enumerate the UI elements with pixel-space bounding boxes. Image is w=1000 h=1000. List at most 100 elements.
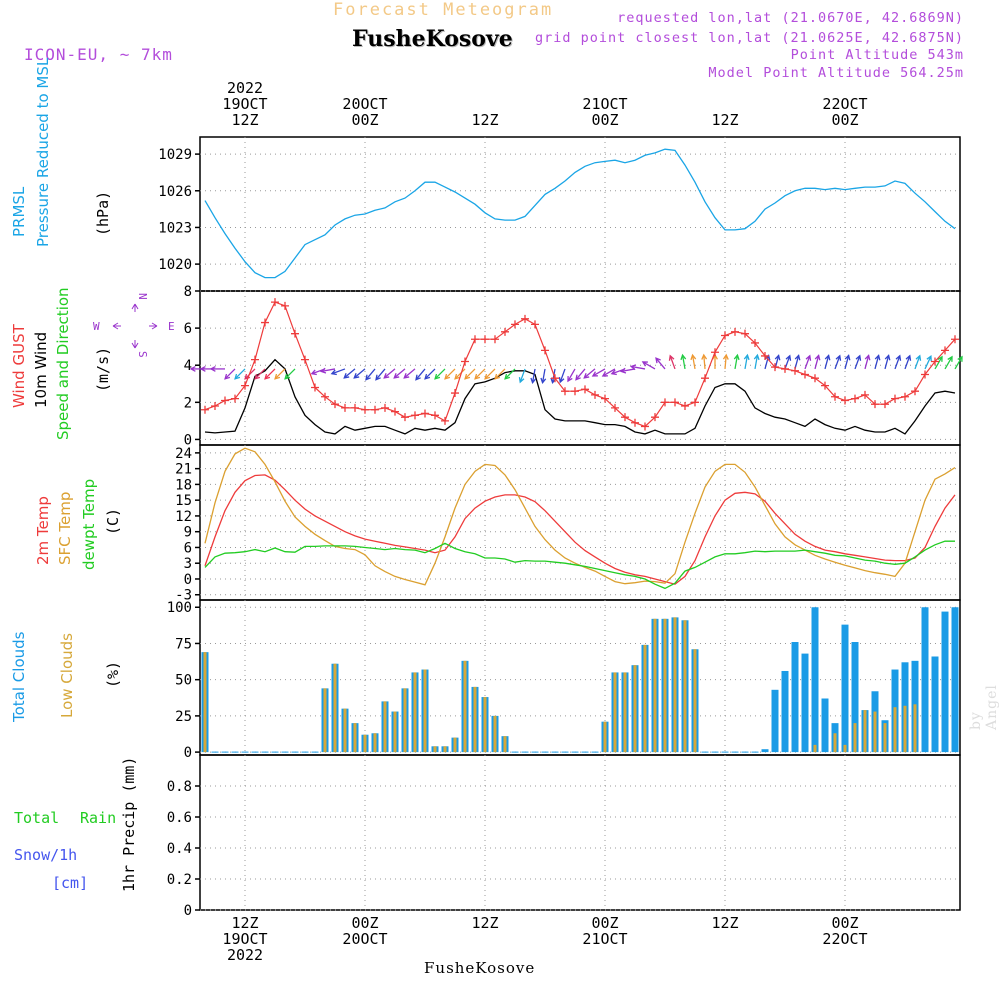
wind-arrow-shaft (343, 368, 356, 379)
wind-arrow-shaft (854, 355, 861, 370)
ytick-label: 24 (175, 446, 192, 462)
wind-arrow (934, 355, 943, 370)
wind-arrow-shaft (484, 368, 496, 380)
compass-n: N (136, 293, 149, 300)
low-cloud-bar (493, 715, 497, 753)
low-cloud-bar (373, 733, 377, 753)
wind-arrow-shaft (274, 368, 286, 380)
wind-arrow-shaft (621, 368, 636, 372)
ytick-label: 0.6 (167, 810, 192, 826)
gust-marker (221, 396, 229, 405)
wind-arrow-shaft (844, 355, 850, 370)
wind-arrow-head (274, 373, 281, 380)
ytick-label: 6 (184, 540, 192, 556)
wind-arrow (254, 368, 266, 380)
wind-arrow-head (774, 354, 781, 361)
wind-arrow-head (189, 365, 196, 372)
wind-arrow-shaft (583, 368, 596, 379)
total-cloud-bar (801, 653, 809, 753)
axis-label-2m-temp: 2m Temp (34, 496, 52, 565)
wind-arrow-head (855, 354, 862, 361)
wind-arrow (393, 368, 406, 379)
wind-arrow-shaft (804, 355, 811, 370)
low-cloud-bar (863, 710, 867, 753)
axis-label-sfc-temp: SFC Temp (56, 492, 74, 565)
total-cloud-bar (821, 698, 829, 753)
wind-arrow-head (319, 367, 327, 374)
ytick-label: 8 (184, 284, 192, 300)
wind-arrow-shaft (592, 368, 606, 377)
pressure-axis-labels: PRMSL Pressure Reduced to MSL (hPa) (10, 57, 112, 247)
low-cloud-bar (603, 721, 607, 753)
gust-marker (821, 381, 829, 390)
wind-arrow-shaft (744, 355, 749, 370)
wind-arrow (434, 368, 446, 380)
gust-marker (421, 409, 429, 418)
bottom-time-label: 12Z (711, 914, 738, 932)
model-label: ICON-EU, ~ 7km (24, 45, 173, 64)
wind-arrow-head (915, 354, 922, 361)
gust-marker (401, 413, 409, 422)
wind-arrow-head (947, 355, 953, 362)
wind-arrow-shaft (681, 355, 686, 370)
wind-arrow-head (464, 373, 471, 380)
wind-arrow (814, 354, 821, 370)
total-cloud-bar (841, 624, 849, 753)
total-cloud-bar (781, 670, 789, 753)
gust-marker (791, 366, 799, 375)
wind-arrow (874, 354, 881, 370)
gust-marker (431, 411, 439, 420)
wind-axis-labels: Wind GUST 10m Wind Speed and Direction (m/s… (10, 287, 112, 440)
wind-arrow (224, 368, 236, 380)
wind-arrow (914, 354, 922, 370)
gust-marker (831, 392, 839, 401)
axis-unit-precip: 1hr Precip (mm) (120, 757, 138, 892)
wind-arrow-head (375, 374, 381, 381)
wind-arrow (494, 368, 506, 380)
wind-arrow-head (310, 369, 317, 376)
wind-arrow-head (224, 373, 231, 380)
top-time-label: 12Z (471, 111, 498, 129)
wind-arrow (383, 368, 396, 379)
wind-arrow-head (733, 353, 740, 361)
panel-wind: 0 2 4 6 8 (184, 284, 961, 448)
wind-arrow-shaft (642, 361, 656, 370)
wind-arrow-head (403, 373, 410, 379)
gust-marker (201, 405, 209, 414)
ytick-label: 1023 (158, 220, 192, 236)
wind-arrow-head (591, 371, 598, 377)
low-cloud-bar (843, 744, 847, 753)
ytick-label: 9 (184, 525, 192, 541)
top-time-label: 21OCT (582, 95, 627, 113)
low-cloud-bar (633, 665, 637, 753)
wind-arrow-shaft (874, 355, 880, 370)
low-cloud-bar (383, 701, 387, 753)
gust-marker (711, 348, 719, 357)
wind-arrow-shaft (904, 355, 911, 370)
gust-marker (311, 383, 319, 392)
gust-marker (871, 400, 879, 409)
gust-marker (611, 403, 619, 412)
gust-marker (591, 390, 599, 399)
wind-arrow-head (701, 353, 708, 360)
wind-arrow-shaft (884, 355, 890, 370)
low-cloud-bar (893, 707, 897, 753)
gust-marker (641, 422, 649, 431)
wind-arrow-head (601, 371, 608, 377)
ytick-label: 0 (184, 745, 192, 761)
compass-ns-arrows (131, 303, 139, 349)
gust-marker (231, 394, 239, 403)
low-cloud-bar (873, 711, 877, 753)
gust-marker (511, 320, 519, 329)
total-cloud-bar (941, 611, 949, 753)
low-cloud-bar (483, 697, 487, 753)
wind-arrow-shaft (403, 368, 416, 379)
legend-snow: Snow/1h (14, 846, 77, 864)
gust-marker (841, 396, 849, 405)
wind-arrow-shaft (784, 355, 791, 370)
gust-marker (911, 387, 919, 396)
ytick-label: 50 (175, 673, 192, 689)
wind-arrow-head (619, 367, 627, 374)
